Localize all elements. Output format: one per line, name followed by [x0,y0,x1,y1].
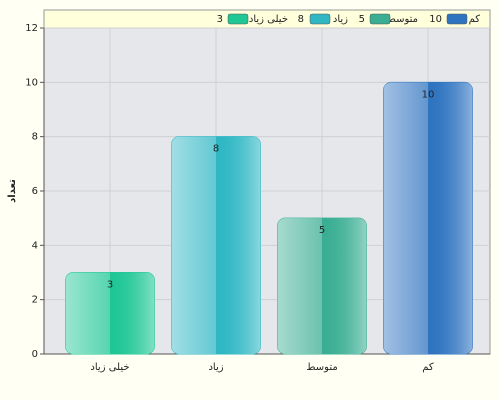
y-tick-label: 4 [32,240,38,251]
y-tick-label: 2 [32,295,38,306]
legend-label: زیاد [333,14,348,25]
value-label: 8 [213,144,219,155]
value-label: 10 [422,89,435,100]
y-tick-label: 8 [32,132,38,143]
x-tick-label: زیاد [208,362,223,373]
legend-value: 5 [359,14,365,25]
legend-label: کم [469,14,481,25]
legend-swatch [369,13,391,25]
legend-label: متوسط [387,14,418,25]
x-tick-label: کم [422,362,434,373]
bar-shine [65,272,155,354]
bar-shine [171,136,261,354]
bar-shine [383,82,473,354]
legend-value: 8 [298,14,304,25]
legend-value: 10 [429,14,442,25]
legend-swatch [446,13,468,25]
y-tick-label: 6 [32,186,38,197]
legend-swatch [227,13,249,25]
y-tick-label: 0 [32,349,38,360]
x-tick-label: متوسط [306,362,337,373]
value-label: 3 [107,280,113,291]
y-axis-label: تعداد [7,179,18,203]
legend-label: خیلی زیاد [249,14,288,25]
x-tick-label: خیلی زیاد [90,362,129,373]
bar-shine [277,218,367,354]
legend-value: 3 [217,14,223,25]
value-label: 5 [319,225,325,236]
legend-swatch [309,13,331,25]
y-tick-label: 10 [25,77,38,88]
y-tick-label: 12 [25,23,38,34]
